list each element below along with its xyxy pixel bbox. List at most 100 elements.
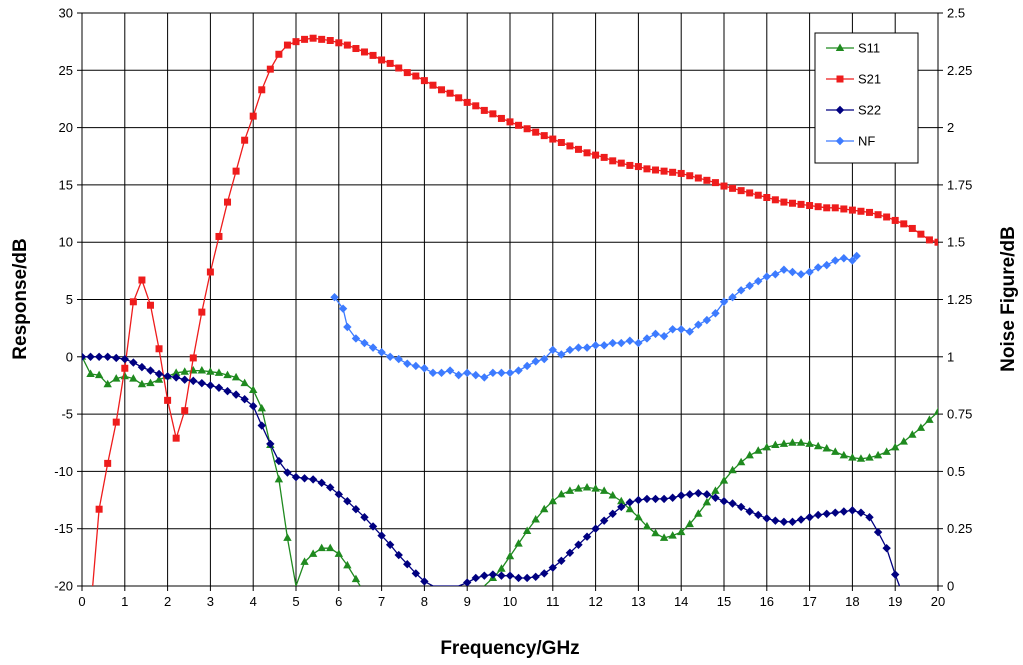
data-point-s22 xyxy=(779,517,789,527)
data-point-s21 xyxy=(643,165,651,173)
data-point-s22 xyxy=(180,375,189,384)
data-point-s22 xyxy=(865,513,874,522)
y-left-tick-label: 10 xyxy=(59,235,73,250)
data-point-s21 xyxy=(806,202,814,210)
data-point-s22 xyxy=(480,571,489,580)
x-tick-label: 10 xyxy=(503,594,517,609)
data-point-nf xyxy=(385,352,395,361)
data-point-s21 xyxy=(549,135,557,143)
data-point-s11 xyxy=(137,379,147,388)
data-point-s21 xyxy=(592,151,600,159)
data-point-s21 xyxy=(215,232,223,240)
data-point-s21 xyxy=(249,112,257,120)
data-point-nf xyxy=(437,368,446,378)
y-right-axis-ticks: 0 0.25 0.5 0.75 1 1.25 1.5 1.75 2 2.25 2.5 xyxy=(938,6,972,594)
x-tick-label: 19 xyxy=(888,594,902,609)
data-point-s11 xyxy=(651,528,660,537)
data-point-s11 xyxy=(206,367,215,375)
data-point-s22 xyxy=(420,577,429,586)
y-left-tick-label: -10 xyxy=(54,464,73,479)
data-point-s21 xyxy=(360,48,368,56)
data-point-s21 xyxy=(557,138,565,146)
y-left-tick-label: 15 xyxy=(59,177,73,192)
data-point-s21 xyxy=(172,434,180,442)
data-point-nf xyxy=(343,322,352,332)
data-point-s11 xyxy=(599,486,609,494)
data-point-s11 xyxy=(856,454,866,462)
data-point-s22 xyxy=(702,490,712,499)
data-point-s11 xyxy=(94,370,104,379)
data-point-s21 xyxy=(292,38,300,46)
data-point-nf xyxy=(497,368,506,378)
data-point-s22 xyxy=(540,569,549,578)
data-point-s22 xyxy=(154,369,164,379)
data-point-s21 xyxy=(472,102,480,110)
x-tick-label: 4 xyxy=(250,594,257,609)
x-tick-label: 2 xyxy=(164,594,171,609)
data-point-s22 xyxy=(334,490,343,499)
data-point-s22 xyxy=(300,474,309,483)
data-point-s22 xyxy=(557,556,566,565)
data-point-s22 xyxy=(813,510,823,520)
data-point-nf xyxy=(762,272,771,281)
data-point-s22 xyxy=(873,527,883,537)
y-right-tick-label: 0 xyxy=(947,579,954,594)
data-point-s22 xyxy=(514,573,523,583)
data-point-s21 xyxy=(181,407,189,415)
data-point-s11 xyxy=(223,370,232,379)
data-point-nf xyxy=(463,368,472,378)
data-point-s11 xyxy=(300,557,309,565)
data-point-s21 xyxy=(104,459,112,467)
data-point-s21 xyxy=(609,157,617,165)
data-point-s22 xyxy=(617,502,626,512)
data-point-s11 xyxy=(908,430,917,438)
data-point-s21 xyxy=(489,110,497,118)
data-point-s21 xyxy=(266,65,274,73)
data-point-s21 xyxy=(146,301,154,309)
y-left-axis-ticks: -20 -15 -10 -5 0 5 10 15 20 25 30 xyxy=(54,6,82,594)
data-point-nf xyxy=(702,315,712,325)
data-point-nf xyxy=(514,366,523,375)
data-point-s21 xyxy=(900,220,908,228)
data-point-s11 xyxy=(86,369,95,377)
y-left-tick-label: 20 xyxy=(59,120,73,135)
data-point-s22 xyxy=(120,354,129,364)
y-left-tick-label: -20 xyxy=(54,579,73,594)
x-tick-label: 9 xyxy=(464,594,471,609)
data-point-nf xyxy=(711,309,720,318)
data-point-s11 xyxy=(582,482,592,491)
data-point-s22 xyxy=(471,573,480,583)
data-point-nf xyxy=(531,357,540,366)
data-point-s21 xyxy=(318,35,326,43)
data-point-s11 xyxy=(813,441,823,450)
data-point-s21 xyxy=(694,174,702,182)
data-point-s21 xyxy=(497,114,505,122)
data-point-s22 xyxy=(112,353,121,363)
x-tick-label: 14 xyxy=(674,594,688,609)
data-point-s22 xyxy=(497,571,506,580)
x-tick-label: 6 xyxy=(335,594,342,609)
data-point-nf xyxy=(852,251,861,261)
data-point-s21 xyxy=(917,230,925,238)
data-point-s22 xyxy=(94,352,104,361)
data-point-s11 xyxy=(574,484,583,492)
data-point-s21 xyxy=(258,86,266,94)
data-point-nf xyxy=(582,343,592,352)
data-point-s21 xyxy=(155,345,163,353)
data-point-s22 xyxy=(505,571,515,580)
data-point-s22 xyxy=(257,421,266,430)
data-point-nf xyxy=(745,281,754,290)
data-point-s11 xyxy=(351,574,361,583)
data-point-s11 xyxy=(540,504,549,513)
data-point-s22 xyxy=(745,507,754,516)
data-point-s11 xyxy=(677,527,686,536)
data-point-s11 xyxy=(822,443,831,452)
data-point-s11 xyxy=(702,497,712,506)
data-point-s11 xyxy=(745,450,754,459)
data-point-s22 xyxy=(197,378,207,388)
data-point-s11 xyxy=(882,447,891,455)
data-point-s11 xyxy=(257,403,266,412)
data-point-s22 xyxy=(231,390,241,399)
data-point-s21 xyxy=(720,182,728,190)
data-point-s21 xyxy=(763,194,771,202)
